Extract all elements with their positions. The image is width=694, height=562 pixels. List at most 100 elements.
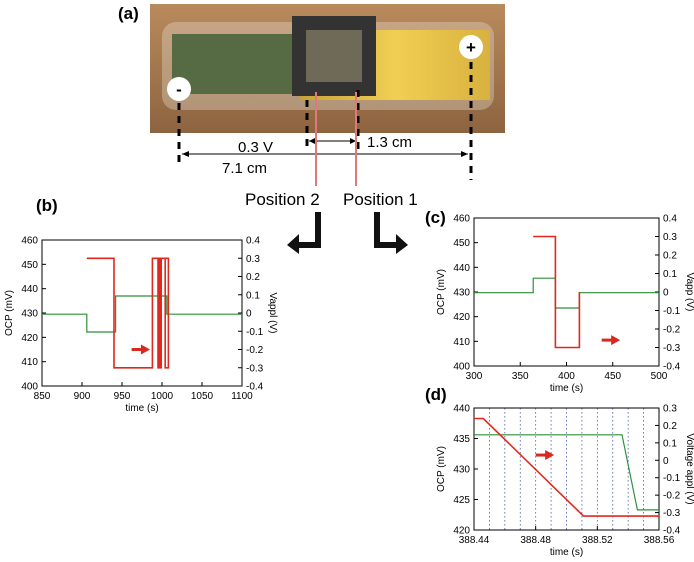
y2-tick-label: 0.3 [663, 232, 677, 243]
direction-arrow-head [545, 450, 555, 461]
y2-tick-label: -0.2 [663, 325, 681, 336]
y-tick-label: 450 [453, 238, 470, 249]
x-tick-label: 388.56 [644, 535, 675, 546]
y-axis-label: OCP (mV) [4, 290, 15, 336]
direction-arrow-head [611, 335, 621, 346]
voltage-label: 0.3 V [238, 139, 273, 156]
x-tick-label: 300 [466, 371, 483, 382]
panel-label-a: (a) [118, 4, 139, 23]
dark-electrode [172, 34, 302, 94]
chart-b: 850 900 950 1000 1050 1100 400 410 420 430 440 450 4… [4, 236, 278, 415]
vapp-series-line [533, 235, 581, 349]
vapp-series-line [86, 257, 170, 369]
position1-label: Position 1 [343, 190, 418, 205]
y-axis-label: OCP (mV) [436, 446, 447, 492]
y2-tick-label: -0.2 [246, 345, 264, 356]
y-tick-label: 420 [21, 333, 38, 344]
y2-tick-label: 0 [663, 288, 669, 299]
chart-d: 388.44 388.48 388.52 388.56 420 425 430 435 440 -… [436, 404, 694, 559]
y2-tick-label: 0.2 [663, 251, 677, 262]
y2-tick-label: 0.4 [246, 236, 260, 247]
cell-window [306, 30, 362, 82]
y-tick-label: 400 [453, 362, 470, 373]
vapp-series-line [474, 417, 659, 517]
bent-arrow-left-icon [287, 212, 321, 254]
x-tick-label: 500 [651, 371, 668, 382]
x-axis-label: time (s) [125, 403, 158, 414]
panel-label-d: (d) [425, 385, 447, 404]
y-tick-label: 460 [453, 214, 470, 225]
distance-long-label: 7.1 cm [222, 160, 267, 177]
distance-short-label: 1.3 cm [367, 134, 412, 151]
y2-tick-label: -0.1 [663, 306, 681, 317]
y2-tick-label: -0.4 [663, 526, 681, 537]
y-tick-label: 430 [453, 288, 470, 299]
y-tick-label: 440 [21, 284, 38, 295]
y-tick-label: 410 [453, 337, 470, 348]
y-tick-label: 420 [453, 526, 470, 537]
y2-axis-label: Voltage appl (V) [684, 433, 694, 504]
y2-tick-label: 0.1 [246, 290, 260, 301]
y2-tick-label: -0.3 [246, 363, 264, 374]
y2-tick-label: -0.3 [663, 343, 681, 354]
minus-terminal [167, 77, 191, 101]
y2-tick-label: 0 [663, 456, 669, 467]
plot-frame [473, 217, 660, 367]
y2-axis-label: Vapp (V) [684, 273, 694, 312]
ocp-series-line [474, 434, 659, 511]
y-tick-label: 430 [21, 309, 38, 320]
x-tick-label: 950 [114, 391, 131, 402]
plus-terminal [459, 35, 483, 59]
x-tick-label: 850 [34, 391, 51, 402]
x-tick-label: 900 [74, 391, 91, 402]
y2-tick-label: 0.2 [663, 421, 677, 432]
y-tick-label: 435 [453, 434, 470, 445]
chart-c: 300 350 400 450 500 400 410 420 430 440 450 460 -0.4… [436, 214, 694, 395]
x-axis-label: time (s) [550, 383, 583, 394]
y-tick-label: 410 [21, 357, 38, 368]
y-tick-label: 400 [21, 382, 38, 393]
ocp-series-line [474, 277, 659, 309]
y2-tick-label: 0.3 [246, 254, 260, 265]
x-tick-label: 1000 [151, 391, 174, 402]
x-axis-label: time (s) [550, 547, 583, 558]
y-tick-label: 440 [453, 263, 470, 274]
y-axis-label: OCP (mV) [436, 269, 447, 315]
direction-arrow-head [141, 344, 150, 355]
y2-tick-label: 0.3 [663, 404, 677, 415]
x-tick-label: 1050 [191, 391, 214, 402]
device-photo: - + 0.3 V 1.3 cm 7.1 cm Position 2 Posit… [150, 4, 505, 205]
x-tick-label: 388.52 [582, 535, 613, 546]
y-tick-label: 420 [453, 312, 470, 323]
y2-axis-label: Vappl (V) [267, 293, 278, 334]
ocp-series-line [42, 295, 242, 333]
y2-tick-label: -0.1 [246, 327, 264, 338]
y2-tick-label: -0.2 [663, 491, 681, 502]
x-tick-label: 400 [558, 371, 575, 382]
y-tick-label: 440 [453, 404, 470, 415]
y2-tick-label: 0.1 [663, 438, 677, 449]
bent-arrow-right-icon [374, 212, 408, 254]
plot-frame [41, 239, 243, 387]
y-tick-label: 450 [21, 260, 38, 271]
y2-tick-label: 0.2 [246, 272, 260, 283]
y2-tick-label: 0 [246, 309, 252, 320]
x-tick-label: 450 [604, 371, 621, 382]
y2-tick-label: -0.4 [246, 382, 264, 393]
y-tick-label: 430 [453, 465, 470, 476]
y-tick-label: 460 [21, 236, 38, 247]
y-tick-label: 425 [453, 495, 470, 506]
y2-tick-label: -0.1 [663, 473, 681, 484]
x-tick-label: 350 [512, 371, 529, 382]
y2-tick-label: -0.3 [663, 508, 681, 519]
minus-sign: - [176, 80, 182, 99]
position2-label: Position 2 [245, 190, 320, 205]
panel-label-b: (b) [36, 196, 58, 215]
x-tick-label: 1100 [231, 391, 253, 402]
x-tick-label: 388.48 [520, 535, 551, 546]
plus-sign: + [466, 38, 476, 57]
y2-tick-label: 0.1 [663, 269, 677, 280]
y2-tick-label: 0.4 [663, 214, 677, 225]
y2-tick-label: -0.4 [663, 362, 681, 373]
panel-label-c: (c) [425, 208, 446, 227]
